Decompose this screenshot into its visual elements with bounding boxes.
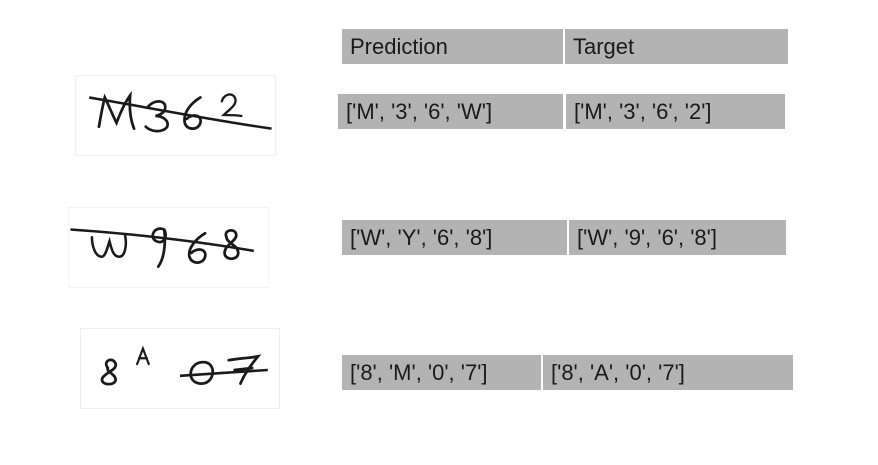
captcha-image-w968 [68, 207, 269, 288]
target-cell: ['8', 'A', '0', '7'] [543, 355, 793, 390]
prediction-cell: ['8', 'M', '0', '7'] [342, 355, 541, 390]
prediction-header: Prediction [342, 29, 563, 64]
target-cell: ['W', '9', '6', '8'] [569, 220, 786, 255]
prediction-cell: ['M', '3', '6', 'W'] [338, 94, 563, 129]
captcha-image-8a07 [80, 328, 280, 409]
captcha-image-m362 [75, 75, 276, 156]
target-header: Target [565, 29, 788, 64]
prediction-cell: ['W', 'Y', '6', '8'] [342, 220, 567, 255]
target-cell: ['M', '3', '6', '2'] [566, 94, 785, 129]
